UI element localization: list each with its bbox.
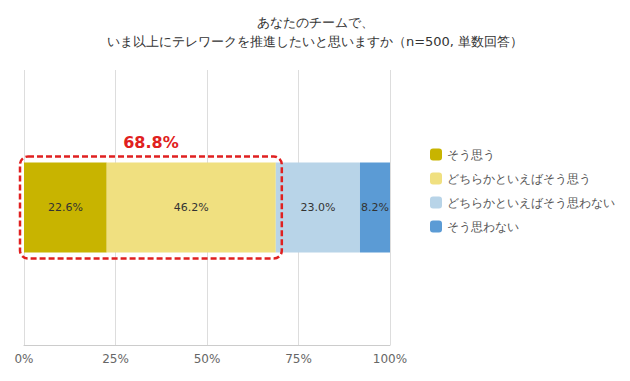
svg-text:いま以上にテレワークを推進したいと思いますか（n=500,: いま以上にテレワークを推進したいと思いますか（n=500, 単数回答） xyxy=(107,34,523,49)
svg-text:100%: 100% xyxy=(373,352,407,366)
svg-text:8.2%: 8.2% xyxy=(361,201,389,214)
svg-text:68.8%: 68.8% xyxy=(123,133,179,152)
svg-text:そう思う: そう思う xyxy=(447,148,495,162)
svg-text:どちらかといえばそう思わない: どちらかといえばそう思わない xyxy=(447,196,615,210)
svg-text:あなたのチームで、: あなたのチームで、 xyxy=(257,15,374,30)
svg-text:どちらかといえばそう思う: どちらかといえばそう思う xyxy=(447,172,591,186)
svg-text:そう思わない: そう思わない xyxy=(447,220,519,234)
svg-text:0%: 0% xyxy=(14,352,33,366)
svg-text:25%: 25% xyxy=(102,352,129,366)
svg-text:23.0%: 23.0% xyxy=(300,201,335,214)
svg-text:46.2%: 46.2% xyxy=(174,201,209,214)
svg-text:75%: 75% xyxy=(285,352,312,366)
svg-text:50%: 50% xyxy=(194,352,221,366)
svg-text:22.6%: 22.6% xyxy=(48,201,83,214)
